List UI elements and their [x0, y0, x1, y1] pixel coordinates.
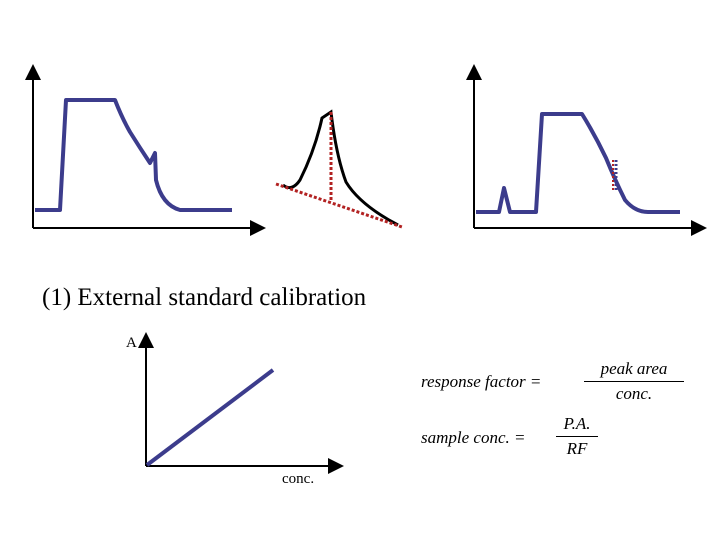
response-factor-fraction-bar [584, 381, 684, 382]
sample-conc-denominator: RF [566, 439, 588, 458]
calibration-plot [138, 332, 344, 474]
chromatogram-right-trace [476, 112, 680, 214]
calibration-y-label: A [126, 335, 137, 351]
sample-conc-fraction: P.A. RF [556, 414, 598, 459]
sample-conc-lhs: sample conc. = [421, 428, 526, 447]
response-factor-lhs: response factor = [421, 372, 542, 391]
chromatogram-right [466, 64, 707, 236]
chromatogram-left-trace [35, 98, 232, 212]
peak-detail [275, 109, 403, 229]
calibration-x-label: conc. [282, 471, 315, 487]
response-factor-denominator: conc. [615, 384, 653, 403]
peak-detail-black-curve [282, 109, 399, 227]
calibration-line [145, 368, 275, 467]
response-factor-fraction: peak area conc. [584, 359, 684, 404]
section-heading: (1) External standard calibration [42, 284, 367, 311]
chromatogram-left [25, 64, 266, 236]
sample-conc-numerator: P.A. [563, 414, 591, 433]
sample-conc-fraction-bar [556, 436, 598, 437]
response-factor-numerator: peak area [600, 359, 668, 378]
peak-detail-baseline-dotted [275, 182, 403, 229]
